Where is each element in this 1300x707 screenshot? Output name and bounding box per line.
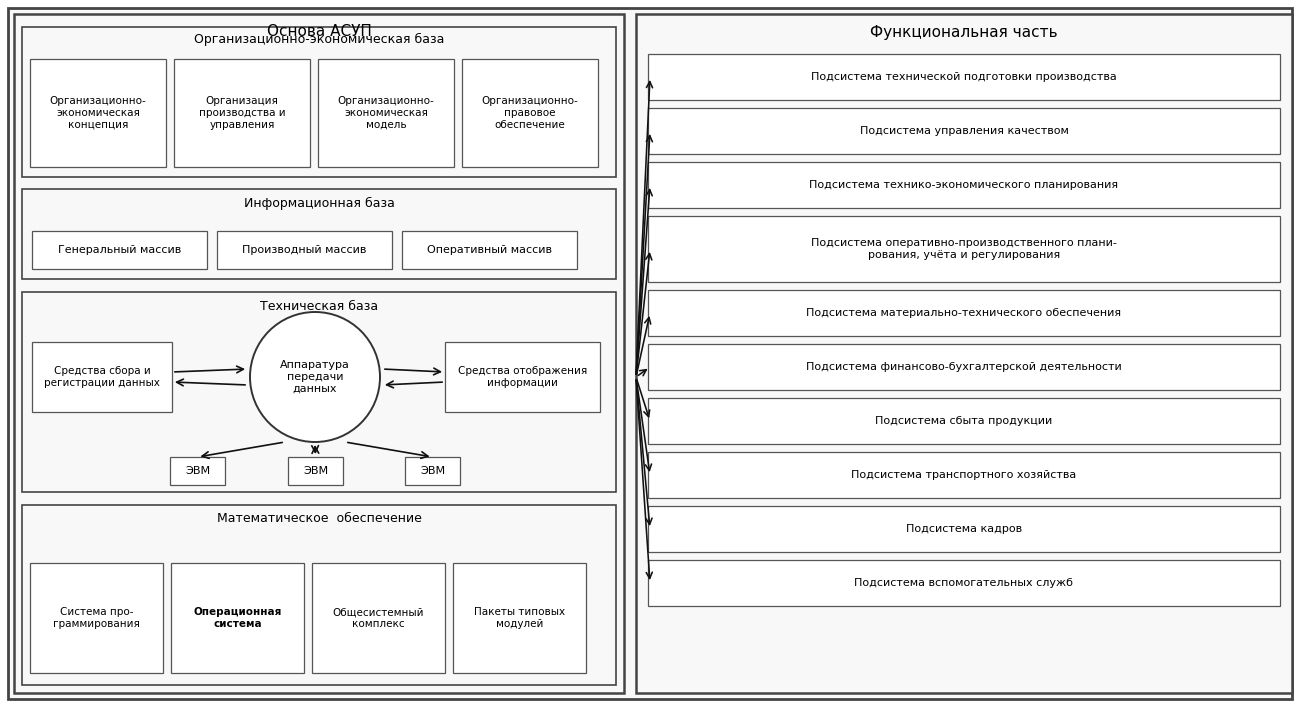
Text: Аппаратура
передачи
данных: Аппаратура передачи данных xyxy=(280,361,350,394)
Bar xyxy=(647,344,1280,390)
Bar xyxy=(22,505,616,685)
Bar xyxy=(647,162,1280,208)
Bar xyxy=(14,14,624,693)
Bar xyxy=(647,290,1280,336)
Text: Операционная
система: Операционная система xyxy=(194,607,282,629)
Text: Оперативный массив: Оперативный массив xyxy=(426,245,552,255)
Text: ЭВМ: ЭВМ xyxy=(303,466,328,476)
Text: Основа АСУП: Основа АСУП xyxy=(266,25,372,40)
Bar xyxy=(172,563,304,673)
Text: Подсистема транспортного хозяйства: Подсистема транспортного хозяйства xyxy=(852,470,1076,480)
Bar xyxy=(289,457,343,485)
Bar xyxy=(22,27,616,177)
Bar xyxy=(647,108,1280,154)
Text: Средства сбора и
регистрации данных: Средства сбора и регистрации данных xyxy=(44,366,160,388)
Bar xyxy=(445,342,601,412)
Text: ЭВМ: ЭВМ xyxy=(420,466,445,476)
Text: Общесистемный
комплекс: Общесистемный комплекс xyxy=(333,607,424,629)
Text: Подсистема управления качеством: Подсистема управления качеством xyxy=(859,126,1069,136)
Bar xyxy=(174,59,309,167)
Text: Подсистема сбыта продукции: Подсистема сбыта продукции xyxy=(875,416,1053,426)
Bar xyxy=(647,560,1280,606)
Text: Подсистема кадров: Подсистема кадров xyxy=(906,524,1022,534)
Bar xyxy=(30,59,166,167)
Bar xyxy=(406,457,460,485)
Text: Подсистема технико-экономического планирования: Подсистема технико-экономического планир… xyxy=(810,180,1118,190)
Bar xyxy=(452,563,586,673)
Bar xyxy=(636,14,1292,693)
Text: Генеральный массив: Генеральный массив xyxy=(58,245,181,255)
Text: Информационная база: Информационная база xyxy=(243,197,394,209)
Text: Средства отображения
информации: Средства отображения информации xyxy=(458,366,588,388)
Bar xyxy=(22,292,616,492)
Bar xyxy=(217,231,393,269)
Text: Подсистема вспомогательных служб: Подсистема вспомогательных служб xyxy=(854,578,1074,588)
Bar xyxy=(647,54,1280,100)
Text: Подсистема материально-технического обеспечения: Подсистема материально-технического обес… xyxy=(806,308,1122,318)
Text: Пакеты типовых
модулей: Пакеты типовых модулей xyxy=(474,607,566,629)
Text: Организационно-
экономическая
модель: Организационно- экономическая модель xyxy=(338,96,434,129)
Bar xyxy=(462,59,598,167)
Bar xyxy=(647,452,1280,498)
Text: ЭВМ: ЭВМ xyxy=(185,466,211,476)
Text: Математическое  обеспечение: Математическое обеспечение xyxy=(217,513,421,525)
Bar xyxy=(170,457,225,485)
Bar xyxy=(30,563,163,673)
Bar xyxy=(647,216,1280,282)
Bar xyxy=(22,189,616,279)
Text: Подсистема финансово-бухгалтерской деятельности: Подсистема финансово-бухгалтерской деяте… xyxy=(806,362,1122,372)
Text: Система про-
граммирования: Система про- граммирования xyxy=(53,607,140,629)
Text: Техническая база: Техническая база xyxy=(260,300,378,312)
Bar xyxy=(318,59,454,167)
Bar xyxy=(647,506,1280,552)
Circle shape xyxy=(250,312,380,442)
Bar xyxy=(647,398,1280,444)
Bar xyxy=(312,563,445,673)
Text: Организационно-
правовое
обеспечение: Организационно- правовое обеспечение xyxy=(481,96,578,129)
Text: Подсистема технической подготовки производства: Подсистема технической подготовки произв… xyxy=(811,72,1117,82)
Bar xyxy=(32,231,207,269)
Text: Организационно-экономическая база: Организационно-экономическая база xyxy=(194,33,445,45)
Text: Организация
производства и
управления: Организация производства и управления xyxy=(199,96,285,129)
Text: Функциональная часть: Функциональная часть xyxy=(870,25,1058,40)
Bar xyxy=(32,342,172,412)
Text: Подсистема оперативно-производственного плани-
рования, учёта и регулирования: Подсистема оперативно-производственного … xyxy=(811,238,1117,259)
Text: Организационно-
экономическая
концепция: Организационно- экономическая концепция xyxy=(49,96,147,129)
Text: Производный массив: Производный массив xyxy=(242,245,367,255)
Bar xyxy=(402,231,577,269)
